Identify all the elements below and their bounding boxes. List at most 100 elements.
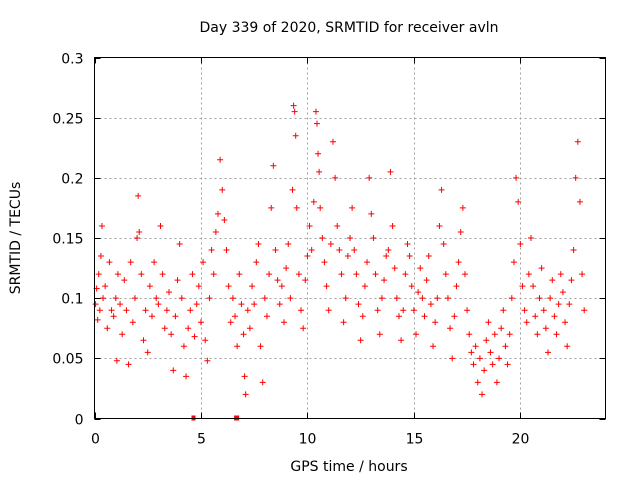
data-point <box>479 391 486 398</box>
data-point <box>398 337 405 344</box>
data-point <box>568 277 575 284</box>
data-point <box>395 313 402 320</box>
data-point <box>542 325 549 332</box>
data-point <box>468 349 475 356</box>
data-point <box>214 210 221 217</box>
data-point <box>534 331 541 338</box>
data-point <box>474 379 481 386</box>
data-point <box>236 271 243 278</box>
data-point <box>259 379 266 386</box>
data-point <box>481 367 488 374</box>
data-point <box>249 283 256 290</box>
y-tick-label: 0.25 <box>52 112 83 128</box>
data-point <box>410 307 417 314</box>
data-point <box>95 271 102 278</box>
data-point <box>197 319 204 326</box>
data-point <box>349 204 356 211</box>
data-point <box>92 301 99 308</box>
data-point <box>187 307 194 314</box>
data-point <box>393 295 400 302</box>
data-point <box>327 241 334 248</box>
data-point <box>400 307 407 314</box>
data-point <box>355 301 362 308</box>
x-axis-label: GPS time / hours <box>290 459 407 475</box>
data-point <box>545 349 552 356</box>
data-point <box>464 307 471 314</box>
data-point <box>555 301 562 308</box>
data-point <box>566 301 573 308</box>
data-point <box>517 241 524 248</box>
data-point <box>227 319 234 326</box>
data-point <box>174 277 181 284</box>
data-point <box>161 325 168 332</box>
y-tick-label: 0.05 <box>52 352 83 368</box>
data-point <box>112 295 119 302</box>
data-point <box>415 289 422 296</box>
x-tick-label: 15 <box>406 432 424 448</box>
data-point <box>114 271 121 278</box>
data-point <box>466 331 473 338</box>
data-point <box>381 277 388 284</box>
data-point <box>502 343 509 350</box>
data-point <box>168 331 175 338</box>
data-point <box>385 247 392 254</box>
data-point <box>200 259 207 266</box>
data-point <box>347 235 353 241</box>
data-point <box>434 295 441 302</box>
data-point <box>221 216 228 223</box>
data-point <box>195 283 202 290</box>
data-point <box>489 361 496 368</box>
data-point <box>559 289 566 296</box>
data-point <box>246 325 253 332</box>
data-point <box>219 186 226 193</box>
data-point <box>413 331 420 338</box>
data-point <box>449 355 456 362</box>
data-point <box>170 367 177 374</box>
data-point <box>102 283 109 290</box>
data-point <box>98 222 105 229</box>
data-point <box>185 325 192 332</box>
data-point <box>298 307 305 314</box>
data-point <box>157 222 164 229</box>
data-point <box>374 307 381 314</box>
data-point <box>229 295 236 302</box>
data-point <box>513 174 520 181</box>
data-point <box>493 379 500 386</box>
data-point <box>125 361 132 368</box>
data-point <box>438 186 445 193</box>
data-point <box>391 265 398 272</box>
data-point <box>540 307 547 314</box>
data-point <box>283 265 290 272</box>
data-point <box>255 241 262 248</box>
data-point <box>408 283 415 290</box>
data-point <box>180 343 187 350</box>
data-point <box>272 247 279 254</box>
data-point <box>370 235 377 241</box>
data-point <box>310 198 317 205</box>
data-point <box>508 295 515 302</box>
data-point <box>148 313 155 320</box>
data-point <box>159 271 166 278</box>
data-point <box>225 283 232 290</box>
data-point <box>487 349 494 356</box>
data-point <box>406 253 413 260</box>
data-point <box>532 313 539 320</box>
data-point <box>342 295 349 302</box>
data-point <box>292 132 299 139</box>
data-point <box>338 271 345 278</box>
data-point <box>483 337 490 344</box>
data-point <box>538 265 545 272</box>
data-point <box>121 277 128 284</box>
data-point <box>317 204 324 211</box>
data-point <box>123 307 130 314</box>
data-point <box>472 343 479 350</box>
data-point <box>285 241 292 248</box>
data-point <box>134 235 141 241</box>
data-point <box>208 247 215 254</box>
data-point <box>340 319 347 326</box>
data-point <box>334 222 341 229</box>
data-point <box>217 156 224 163</box>
axis-ticks <box>94 57 606 420</box>
data-point <box>366 174 373 181</box>
data-point <box>244 307 251 314</box>
